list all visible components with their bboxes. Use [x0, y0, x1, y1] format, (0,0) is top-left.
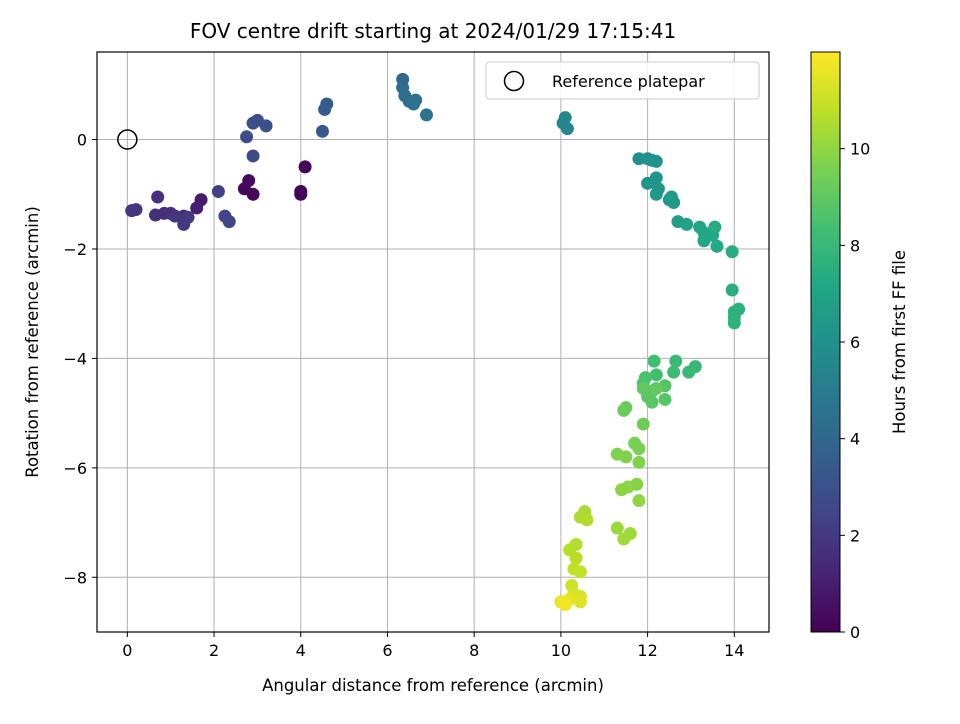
y-tick-label: −2 — [63, 240, 87, 259]
data-point — [560, 122, 574, 136]
data-point — [647, 354, 661, 368]
colorbar-tick-label: 8 — [850, 236, 860, 255]
x-tick-label: 8 — [469, 641, 479, 660]
data-point — [569, 551, 583, 565]
data-point — [725, 245, 739, 259]
data-point — [617, 532, 631, 546]
data-points — [125, 72, 746, 612]
data-point — [151, 190, 165, 204]
data-point — [573, 565, 587, 579]
y-axis-ticks: 0 −2 −4 −6 −8 — [63, 131, 97, 587]
y-tick-label: −4 — [63, 349, 87, 368]
data-point — [240, 130, 254, 144]
chart-title: FOV centre drift starting at 2024/01/29 … — [190, 19, 676, 43]
data-point — [680, 217, 694, 231]
colorbar-label: Hours from first FF file — [890, 250, 909, 434]
data-point — [632, 455, 646, 469]
y-tick-label: −8 — [63, 568, 87, 587]
x-tick-label: 0 — [122, 641, 132, 660]
x-tick-label: 4 — [296, 641, 306, 660]
data-point — [658, 392, 672, 406]
data-point — [619, 450, 633, 464]
data-point — [573, 595, 587, 609]
x-tick-label: 2 — [209, 641, 219, 660]
x-axis-ticks: 0 2 4 6 8 10 12 14 — [122, 632, 744, 660]
data-point — [710, 239, 724, 253]
y-tick-label: 0 — [77, 131, 87, 150]
y-axis-label: Rotation from reference (arcmin) — [23, 206, 42, 478]
data-point — [294, 187, 308, 201]
data-point — [636, 382, 650, 396]
data-point — [645, 153, 659, 167]
data-point — [649, 368, 663, 382]
data-point — [632, 494, 646, 508]
data-point — [246, 187, 260, 201]
legend: Reference platepar — [485, 61, 760, 100]
colorbar-tick-label: 2 — [850, 526, 860, 545]
data-point — [649, 171, 663, 185]
x-tick-label: 10 — [551, 641, 571, 660]
data-point — [649, 187, 663, 201]
data-point — [615, 483, 629, 497]
data-point — [632, 442, 646, 456]
colorbar — [810, 51, 841, 633]
reference-marker — [117, 129, 138, 150]
data-point — [315, 124, 329, 138]
data-point — [190, 201, 204, 215]
data-point — [664, 190, 678, 204]
data-point — [320, 97, 334, 111]
data-point — [558, 598, 572, 612]
colorbar-ticks: 0 2 4 6 8 10 — [840, 140, 870, 642]
data-point — [419, 108, 433, 122]
colorbar-tick-label: 10 — [850, 140, 870, 159]
data-point — [298, 160, 312, 174]
x-tick-label: 6 — [382, 641, 392, 660]
data-point — [636, 417, 650, 431]
data-point — [617, 403, 631, 417]
plot-frame — [96, 51, 770, 633]
y-tick-label: −6 — [63, 459, 87, 478]
colorbar-tick-label: 6 — [850, 333, 860, 352]
data-point — [580, 513, 594, 527]
data-point — [727, 316, 741, 330]
data-point — [181, 210, 195, 224]
data-point — [725, 283, 739, 297]
data-point — [649, 382, 663, 396]
colorbar-tick-label: 4 — [850, 430, 860, 449]
data-point — [149, 208, 163, 222]
data-point — [708, 220, 722, 234]
x-tick-label: 12 — [637, 641, 657, 660]
data-point — [667, 365, 681, 379]
legend-box — [485, 61, 760, 100]
grid-lines — [97, 52, 769, 632]
data-point — [259, 119, 273, 133]
legend-label: Reference platepar — [552, 72, 705, 91]
data-point — [211, 185, 225, 199]
colorbar-tick-label: 0 — [850, 623, 860, 642]
data-point — [242, 174, 256, 188]
data-point — [168, 209, 182, 223]
data-point — [669, 354, 683, 368]
x-tick-label: 14 — [724, 641, 744, 660]
data-point — [409, 93, 423, 107]
data-point — [682, 365, 696, 379]
x-axis-label: Angular distance from reference (arcmin) — [262, 676, 604, 695]
data-point — [222, 215, 236, 229]
data-point — [246, 149, 260, 163]
data-point — [610, 521, 624, 535]
legend-marker — [503, 70, 525, 92]
data-point — [129, 203, 143, 217]
